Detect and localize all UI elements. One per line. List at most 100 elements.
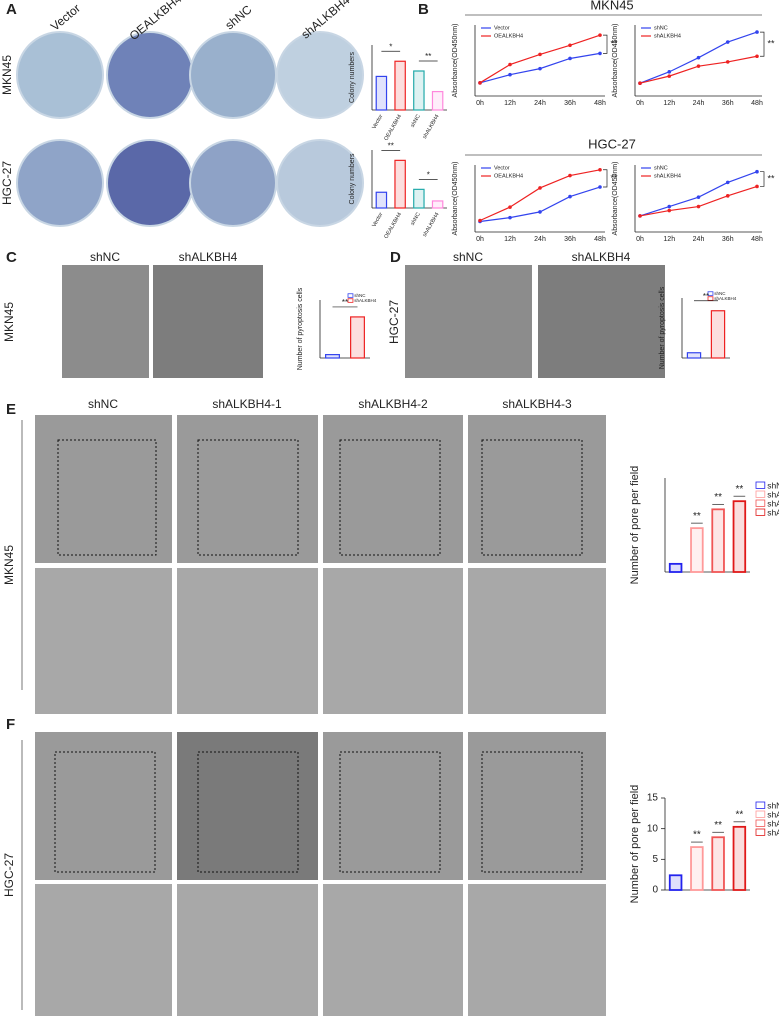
significance: ** <box>735 809 743 820</box>
y-tick-label: 10 <box>647 823 659 834</box>
row-label: MKN45 <box>2 302 16 342</box>
x-tick-label: 48h <box>751 236 763 243</box>
legend-label: Vector <box>494 165 510 171</box>
legend-swatch <box>707 296 714 301</box>
x-tick-label: 24h <box>534 236 546 243</box>
point <box>568 56 572 61</box>
point <box>598 51 602 56</box>
point <box>696 195 701 199</box>
micrographs-cd <box>62 265 665 378</box>
row-label: MKN45 <box>0 55 14 95</box>
legend-swatch <box>755 490 766 498</box>
column-label: shALKBH4 <box>179 250 238 264</box>
significance: ** <box>714 492 722 503</box>
y-tick-label: 5 <box>652 854 658 865</box>
plate <box>276 139 364 227</box>
significance: ** <box>342 298 348 307</box>
bracket <box>760 171 765 187</box>
bar <box>375 191 388 209</box>
x-tick-label: 36h <box>564 236 576 243</box>
bar <box>668 562 683 573</box>
legend-label: shALKBH4-2 <box>767 498 779 508</box>
micrograph <box>35 884 172 1016</box>
legend-label: shALKBH4-1 <box>767 809 779 819</box>
zoom-box <box>339 751 441 873</box>
point <box>538 210 542 214</box>
bar <box>668 874 683 891</box>
point <box>696 55 701 60</box>
x-tick-label: Vector <box>371 114 384 131</box>
x-tick-label: Vector <box>371 212 384 229</box>
micrograph <box>538 265 665 378</box>
legend-label: shNC <box>654 165 668 171</box>
micrograph <box>323 732 463 880</box>
zoom-box <box>481 751 583 873</box>
point <box>725 40 730 44</box>
bar <box>732 825 747 891</box>
legend-label: shALKBH4 <box>654 173 681 179</box>
significance: * <box>389 42 392 51</box>
micrograph <box>323 415 463 563</box>
column-label: shALKBH4-1 <box>212 397 282 411</box>
y-axis-label: Number of pyroptosis cells <box>297 287 304 370</box>
micrograph <box>468 568 606 714</box>
x-tick-label: shALKBH4 <box>422 212 441 238</box>
panel-letter: B <box>418 1 429 18</box>
legend-label: shNC <box>767 800 779 810</box>
micrograph <box>153 265 263 378</box>
plate <box>16 31 104 119</box>
plate <box>189 31 277 119</box>
legend-label: shALKBH4 <box>714 296 737 301</box>
x-tick-label: shALKBH4 <box>422 114 441 140</box>
bar <box>732 500 747 573</box>
legend-label: shALKBH4 <box>354 298 377 303</box>
point <box>755 54 759 59</box>
point <box>508 72 512 77</box>
legend-swatch <box>707 291 714 296</box>
point <box>508 62 512 67</box>
legend-label: shNC <box>654 25 668 31</box>
point <box>667 208 672 213</box>
x-tick-label: 24h <box>534 100 546 107</box>
point <box>568 43 572 48</box>
bracket <box>603 169 608 188</box>
point <box>725 60 730 64</box>
legend-swatch <box>347 298 354 303</box>
zoom-box <box>57 439 157 556</box>
y-axis-label: Colony numbers <box>349 52 356 103</box>
x-tick-label: 0h <box>636 236 644 243</box>
point <box>755 30 759 34</box>
zoom-boxes <box>54 439 583 873</box>
point <box>478 81 482 85</box>
x-tick-label: 12h <box>504 100 516 107</box>
x-tick-label: 12h <box>663 100 675 107</box>
panel-letter: F <box>6 716 15 733</box>
row-label: HGC-27 <box>0 161 14 205</box>
plate <box>189 139 277 227</box>
column-label: shALKBH4-3 <box>502 397 572 411</box>
significance: ** <box>693 830 701 841</box>
column-label: shALKBH4 <box>572 250 631 264</box>
point <box>598 33 602 37</box>
plate <box>16 139 104 227</box>
point <box>725 194 730 198</box>
y-axis-label: Colony numbers <box>349 153 356 204</box>
x-tick-label: 36h <box>564 100 576 107</box>
zoom-box <box>197 439 299 556</box>
significance: ** <box>767 173 775 183</box>
plate <box>106 139 194 227</box>
significance: ** <box>767 39 775 49</box>
x-tick-label: 48h <box>751 100 763 107</box>
panel-letter: E <box>6 401 16 418</box>
zoom-box <box>54 751 156 873</box>
point <box>725 180 730 185</box>
point <box>538 186 542 190</box>
x-tick-label: 0h <box>636 100 644 107</box>
legend-label: shALKBH4-2 <box>767 818 779 828</box>
x-tick-label: shNC <box>410 212 422 227</box>
x-tick-label: OEALKBH4 <box>383 114 403 142</box>
legend-swatch <box>755 481 766 489</box>
point <box>696 64 701 68</box>
x-tick-label: OEALKBH4 <box>383 212 403 240</box>
x-tick-label: 12h <box>504 236 516 243</box>
